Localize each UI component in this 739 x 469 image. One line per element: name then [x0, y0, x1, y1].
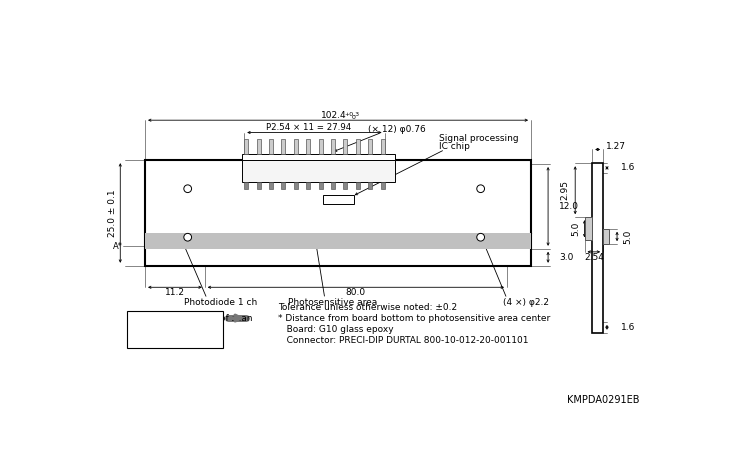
Text: (4 ×) φ2.2: (4 ×) φ2.2 [503, 298, 549, 307]
Text: 1.6: 1.6 [621, 163, 636, 173]
Bar [145, 234, 531, 249]
Bar [306, 139, 310, 154]
Text: IC chip: IC chip [439, 142, 470, 151]
Bar [242, 160, 395, 182]
Text: 1.6: 1.6 [621, 323, 636, 332]
Text: 8.0: 8.0 [206, 338, 220, 347]
Circle shape [477, 234, 485, 241]
Bar [242, 154, 395, 160]
Text: Connector: PRECI-DIP DURTAL 800-10-012-20-001101: Connector: PRECI-DIP DURTAL 800-10-012-2… [279, 336, 529, 345]
Text: 2.54: 2.54 [584, 253, 604, 262]
Text: S11866-64-02: S11866-64-02 [133, 325, 197, 334]
Text: 12.0: 12.0 [559, 202, 579, 211]
Bar [127, 311, 223, 348]
Text: (× 12) φ0.76: (× 12) φ0.76 [367, 125, 425, 134]
Text: 1.27: 1.27 [606, 142, 626, 151]
Text: +0.3: +0.3 [344, 112, 360, 116]
Bar [269, 182, 273, 189]
Text: 80.0: 80.0 [346, 288, 366, 297]
Bar [368, 182, 372, 189]
Text: 5.0: 5.0 [571, 221, 580, 236]
Bar [319, 182, 322, 189]
Bar [294, 182, 298, 189]
Bar [245, 182, 248, 189]
Bar [592, 163, 603, 333]
Bar [256, 139, 261, 154]
Bar [356, 139, 360, 154]
Bar [145, 160, 531, 266]
Circle shape [184, 185, 191, 193]
Text: Tolerance unless otherwise noted: ±0.2: Tolerance unless otherwise noted: ±0.2 [279, 303, 457, 312]
Bar [282, 182, 285, 189]
Bar [344, 139, 347, 154]
Text: A: A [210, 313, 217, 322]
Text: 2.95: 2.95 [560, 180, 569, 200]
Bar [331, 139, 335, 154]
Bar [344, 182, 347, 189]
Text: 3.0: 3.0 [559, 253, 573, 262]
Text: Direction of scan: Direction of scan [176, 314, 253, 323]
Bar [603, 229, 609, 244]
Bar [256, 182, 261, 189]
Text: 8.2: 8.2 [206, 325, 220, 334]
Text: Type no.: Type no. [146, 313, 184, 322]
Text: A*: A* [112, 242, 123, 251]
Text: Board: G10 glass epoxy: Board: G10 glass epoxy [279, 325, 394, 334]
Text: Photodiode 1 ch: Photodiode 1 ch [183, 298, 257, 307]
Bar [381, 139, 384, 154]
Bar [381, 182, 384, 189]
Text: Photosensitive area: Photosensitive area [288, 298, 377, 307]
Circle shape [184, 234, 191, 241]
Bar [294, 139, 298, 154]
Text: Signal processing: Signal processing [439, 134, 519, 143]
Circle shape [477, 185, 485, 193]
Text: * Distance from board bottom to photosensitive area center: * Distance from board bottom to photosen… [279, 314, 551, 323]
Bar [585, 217, 592, 240]
Text: KMPDA0291EB: KMPDA0291EB [567, 395, 639, 405]
Text: 5.0: 5.0 [623, 229, 633, 244]
Bar [306, 182, 310, 189]
Text: 12: 12 [378, 166, 388, 175]
Bar [331, 182, 335, 189]
Text: 1: 1 [243, 166, 248, 175]
Bar [322, 195, 353, 204]
Text: 25.0 ± 0.1: 25.0 ± 0.1 [108, 189, 117, 237]
Text: P2.54 × 11 = 27.94: P2.54 × 11 = 27.94 [265, 123, 351, 132]
Bar [319, 139, 322, 154]
Text: 11.2: 11.2 [165, 288, 185, 297]
Text: 102.4: 102.4 [321, 111, 347, 120]
Text: 0: 0 [348, 115, 356, 121]
Bar [282, 139, 285, 154]
Bar [356, 182, 360, 189]
Text: S11866-128-02: S11866-128-02 [132, 338, 199, 347]
Bar [368, 139, 372, 154]
Bar [245, 139, 248, 154]
Bar [269, 139, 273, 154]
